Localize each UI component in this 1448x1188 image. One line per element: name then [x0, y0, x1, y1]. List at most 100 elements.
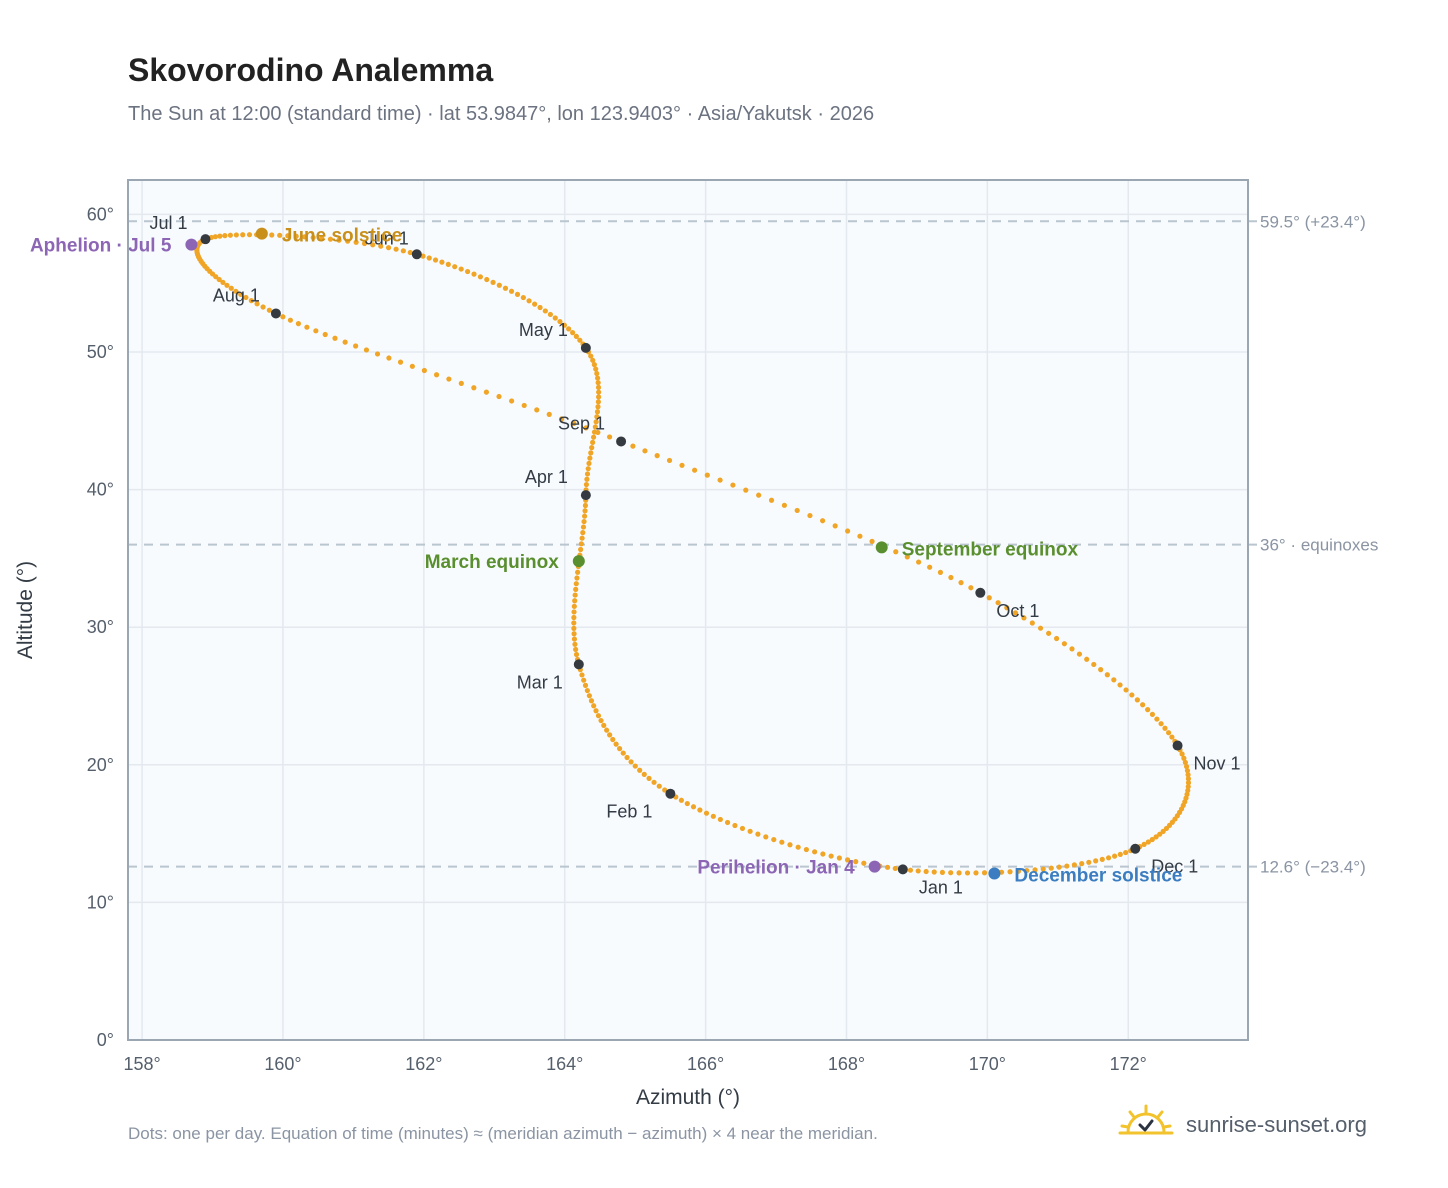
x-tick-label: 170°	[969, 1054, 1006, 1074]
daily-sun-dot	[248, 298, 254, 304]
month-marker	[1130, 843, 1141, 854]
daily-sun-dot	[573, 586, 579, 592]
daily-sun-dot	[477, 274, 484, 280]
daily-sun-dot	[710, 813, 716, 819]
daily-sun-dot	[755, 831, 761, 837]
daily-sun-dot	[779, 839, 785, 845]
daily-sun-dot	[222, 233, 228, 239]
daily-sun-dot	[581, 518, 587, 525]
x-axis-label: Azimuth (°)	[636, 1086, 740, 1109]
month-marker-label: Dec 1	[1151, 857, 1198, 877]
daily-sun-dot	[547, 311, 554, 318]
daily-sun-dot	[593, 366, 599, 372]
daily-sun-dot	[794, 507, 800, 514]
reference-line-label: 12.6° (−23.4°)	[1260, 858, 1366, 877]
daily-sun-dot	[613, 741, 619, 747]
daily-sun-dot	[433, 372, 440, 378]
daily-sun-dot	[678, 797, 685, 803]
daily-sun-dot	[591, 703, 597, 709]
daily-sun-dot	[586, 693, 592, 699]
month-marker	[200, 234, 211, 245]
daily-sun-dot	[948, 574, 954, 581]
daily-sun-dot	[642, 448, 648, 454]
event-label: September equinox	[902, 539, 1079, 560]
month-marker-label: May 1	[519, 320, 568, 340]
daily-sun-dot	[1048, 865, 1054, 871]
daily-sun-dot	[666, 457, 673, 464]
daily-sun-dot	[534, 407, 540, 413]
daily-sun-dot	[593, 708, 599, 714]
daily-sun-dot	[1105, 855, 1112, 861]
daily-sun-dot	[592, 424, 598, 430]
y-tick-label: 60°	[87, 204, 114, 224]
event-label: December solstice	[1014, 866, 1182, 887]
daily-sun-dot	[584, 471, 591, 477]
daily-sun-dot	[1185, 780, 1192, 786]
daily-sun-dot	[471, 385, 477, 391]
daily-sun-dot	[1007, 869, 1013, 875]
daily-sun-dot	[490, 279, 496, 285]
daily-sun-dot	[632, 763, 638, 769]
daily-sun-dot	[1040, 866, 1046, 872]
daily-sun-dot	[407, 249, 413, 256]
daily-sun-dot	[285, 233, 291, 239]
daily-sun-dot	[1162, 725, 1168, 731]
daily-sun-dot	[836, 855, 842, 861]
month-marker	[580, 342, 591, 353]
daily-sun-dot	[588, 450, 594, 456]
y-tick-label: 40°	[87, 480, 114, 500]
month-marker-label: Apr 1	[525, 467, 568, 487]
daily-sun-dot	[656, 783, 662, 789]
daily-sun-dot	[1069, 646, 1075, 652]
daily-sun-dot	[620, 750, 626, 756]
daily-sun-dot	[1079, 861, 1085, 867]
daily-sun-dot	[958, 580, 964, 586]
daily-sun-dot	[730, 482, 736, 488]
daily-sun-dot	[573, 651, 580, 658]
daily-sun-dot	[892, 865, 898, 872]
plot-frame	[127, 179, 1249, 1041]
sun-logo-icon	[1118, 1102, 1174, 1147]
x-tick-label: 166°	[687, 1054, 724, 1074]
daily-sun-dot	[606, 434, 613, 440]
daily-sun-dot	[327, 236, 334, 242]
daily-sun-dot	[520, 294, 526, 301]
daily-sun-dot	[363, 347, 370, 353]
daily-sun-dot	[893, 549, 899, 555]
daily-sun-dot	[345, 238, 351, 244]
brand-logo[interactable]: sunrise-sunset.org	[1118, 1102, 1367, 1147]
month-marker-label: Aug 1	[213, 285, 260, 305]
daily-sun-dot	[1117, 851, 1123, 857]
daily-sun-dot	[948, 870, 954, 876]
brand-name: sunrise-sunset.org	[1186, 1111, 1367, 1137]
daily-sun-dot	[1056, 864, 1062, 870]
daily-sun-dot	[832, 523, 838, 529]
daily-sun-dot	[595, 375, 601, 381]
event-markers: March equinox June solstice September equi…	[30, 226, 1182, 887]
daily-sun-dot	[216, 276, 222, 283]
daily-sun-dot	[220, 279, 226, 285]
y-tick-label: 30°	[87, 617, 114, 637]
daily-sun-dot	[587, 455, 593, 461]
daily-sun-dot	[1093, 858, 1099, 864]
event-label: Aphelion · Jul 5	[30, 236, 172, 257]
daily-sun-dot	[571, 420, 577, 426]
daily-sun-dot	[509, 398, 515, 404]
daily-sun-dot	[884, 864, 891, 870]
daily-sun-dot	[574, 575, 580, 581]
month-marker	[665, 788, 676, 799]
daily-sun-dot	[610, 736, 616, 743]
daily-sun-dot	[1084, 656, 1090, 662]
daily-sun-dot	[595, 713, 602, 719]
daily-sun-dot	[532, 301, 538, 307]
daily-sun-dot	[233, 288, 239, 294]
daily-sun-dot	[385, 245, 392, 251]
daily-sun-dot	[1185, 776, 1192, 782]
daily-sun-dot	[246, 232, 253, 238]
daily-sun-dot	[426, 255, 432, 261]
month-marker	[411, 249, 422, 260]
y-tick-label: 10°	[87, 892, 114, 912]
month-marker	[580, 490, 591, 501]
daily-sun-dot	[1149, 836, 1155, 843]
daily-sun-dot	[304, 324, 310, 330]
